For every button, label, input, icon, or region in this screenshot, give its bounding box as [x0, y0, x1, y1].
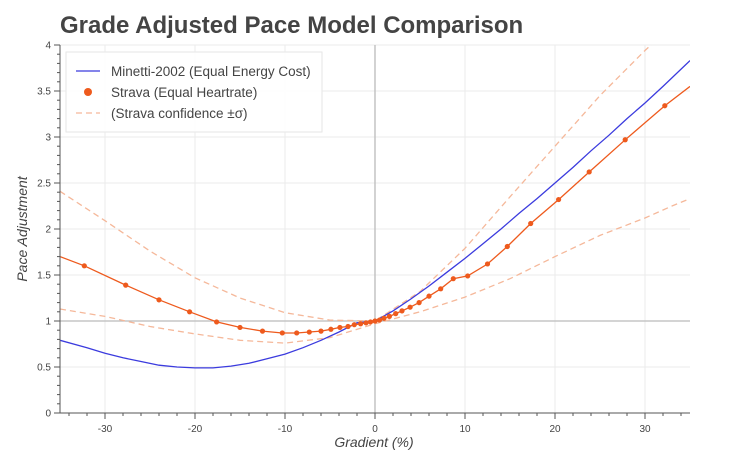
strava-marker	[484, 261, 491, 267]
legend-label-confidence: (Strava confidence ±σ)	[111, 106, 248, 121]
strava-marker	[528, 220, 534, 227]
strava-marker	[416, 300, 422, 306]
strava-marker	[318, 328, 324, 334]
strava-marker	[363, 320, 369, 326]
y-tick-label: 3.5	[37, 87, 51, 98]
strava-marker	[386, 313, 392, 319]
strava-marker	[465, 273, 471, 279]
strava-marker	[237, 324, 243, 331]
strava-marker	[337, 324, 343, 331]
x-tick-label: -10	[278, 424, 293, 435]
axes: -30 -20 -10 0 10 20 30 0 0.5 1 1.5 2 2.5 3 3.5 4	[37, 41, 690, 435]
y-tick-label: 0	[45, 409, 51, 420]
strava-marker	[622, 137, 628, 143]
y-tick-label: 2.5	[37, 179, 51, 190]
strava-marker	[279, 330, 285, 336]
strava-marker	[407, 304, 413, 310]
strava-marker	[426, 293, 432, 299]
strava-marker	[358, 321, 364, 327]
strava-marker	[345, 323, 351, 330]
legend-label-strava: Strava (Equal Heartrate)	[111, 85, 257, 100]
y-tick-label: 2	[45, 225, 51, 236]
strava-marker	[399, 308, 405, 314]
strava-marker	[586, 169, 592, 175]
strava-marker	[259, 328, 266, 334]
x-tick-label: 10	[459, 424, 471, 435]
y-axis-label: Pace Adjustment	[14, 175, 30, 281]
strava-marker	[214, 319, 220, 325]
confidence-upper-line	[60, 45, 652, 322]
y-tick-label: 3	[45, 133, 51, 144]
strava-marker	[294, 330, 300, 336]
y-tick-label: 1	[45, 317, 51, 328]
strava-marker	[450, 276, 456, 282]
strava-marker	[381, 315, 387, 321]
strava-marker	[123, 282, 129, 288]
x-tick-label: 0	[372, 424, 378, 435]
strava-marker	[367, 319, 374, 325]
x-tick-label: 30	[639, 424, 651, 435]
strava-marker	[156, 297, 162, 303]
strava-marker	[306, 329, 312, 335]
x-tick-label: 20	[549, 424, 561, 435]
chart-title: Grade Adjusted Pace Model Comparison	[60, 12, 523, 39]
strava-marker	[438, 286, 444, 292]
x-axis-label: Gradient (%)	[334, 434, 413, 450]
strava-marker	[556, 196, 562, 203]
x-tick-label: -30	[98, 424, 113, 435]
legend-dot-icon	[84, 88, 92, 96]
strava-marker	[376, 317, 383, 323]
legend-box	[65, 51, 323, 133]
confidence-lower-line	[60, 197, 690, 344]
y-tick-label: 0.5	[37, 363, 51, 374]
strava-marker	[372, 318, 378, 324]
strava-marker	[662, 103, 668, 109]
series-layer	[60, 45, 690, 369]
y-tick-label: 4	[45, 41, 51, 52]
strava-marker	[187, 309, 193, 315]
legend-label-minetti: Minetti-2002 (Equal Energy Cost)	[111, 64, 311, 79]
strava-marker	[328, 326, 334, 332]
x-tick-label: -20	[188, 424, 203, 435]
strava-marker	[393, 311, 399, 317]
strava-marker	[351, 322, 357, 328]
legend: Minetti-2002 (Equal Energy Cost) Strava …	[65, 51, 323, 133]
strava-marker	[504, 243, 510, 250]
y-tick-label: 1.5	[37, 271, 51, 282]
strava-marker	[81, 263, 87, 269]
